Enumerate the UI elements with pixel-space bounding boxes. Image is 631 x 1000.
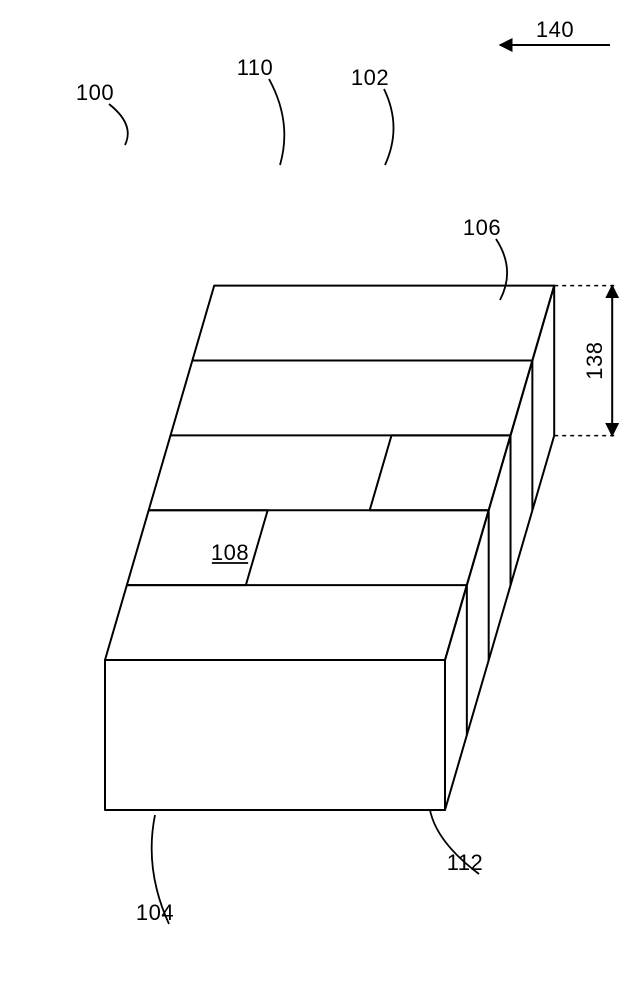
ref-106: 106 [463,215,501,240]
patent-figure: 138140100110102108106104112 [0,0,631,1000]
leader [109,104,128,145]
top-face [105,286,554,660]
leader [384,89,394,165]
dim-label: 138 [582,341,607,379]
leader [269,79,284,165]
arrow-label: 140 [536,17,574,42]
ref-110: 110 [237,55,274,80]
side-face [445,286,554,810]
leader [496,239,507,300]
top-notch [370,435,511,510]
front-face [105,660,445,810]
ref-108: 108 [211,540,249,565]
ref-102: 102 [351,65,389,90]
ref-100: 100 [76,80,114,105]
